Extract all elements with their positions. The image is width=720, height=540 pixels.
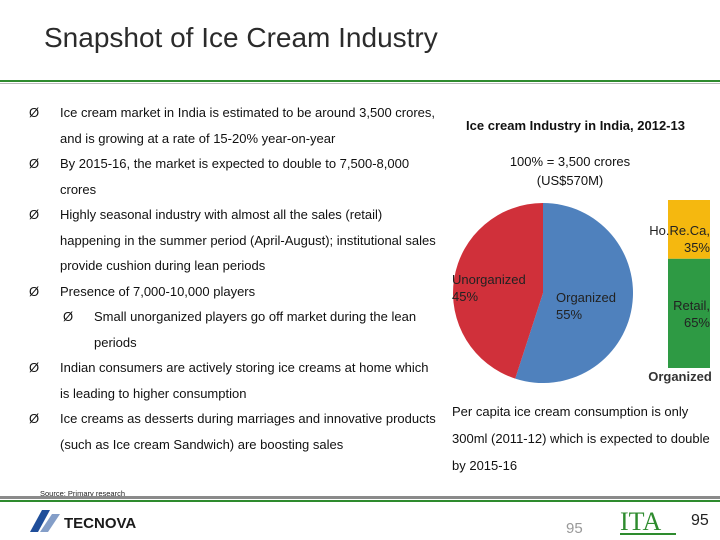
- slice-label-organized: Organized 55%: [556, 290, 616, 322]
- header-rule-thin: [0, 83, 720, 84]
- bullet-list: Ø Ice cream market in India is estimated …: [26, 100, 436, 457]
- chart-total-label: 100% = 3,500 crores (US$570M): [470, 152, 670, 190]
- header-rule: [0, 80, 720, 82]
- bullet-text: Ice creams as desserts during marriages …: [60, 411, 436, 452]
- bullet-marker-icon: Ø: [29, 360, 40, 375]
- bullet-marker-icon: Ø: [63, 309, 74, 324]
- breakdown-bar: [668, 200, 710, 368]
- bar-caption: Organized: [648, 369, 712, 384]
- bullet-marker-icon: Ø: [29, 283, 40, 299]
- bullet-text: Ice cream market in India is estimated t…: [60, 105, 436, 146]
- footer-rule-accent: [0, 500, 720, 502]
- bullet-item: Ø Indian consumers are actively storing i…: [26, 355, 436, 406]
- bullet-item: Ø By 2015-16, the market is expected to d…: [26, 151, 436, 202]
- chart-title: Ice cream Industry in India, 2012-13: [466, 118, 685, 133]
- page-number-faded: 95: [566, 520, 583, 537]
- ita-logo: ITA: [620, 507, 676, 536]
- bar-label-retail: Retail, 65%: [673, 298, 710, 330]
- bullet-item: Ø Highly seasonal industry with almost al…: [26, 202, 436, 279]
- bullet-marker-icon: Ø: [29, 207, 40, 222]
- bullet-text: Highly seasonal industry with almost all…: [60, 207, 436, 273]
- footer-rule: [0, 496, 720, 499]
- slice-label-unorganized: Unorganized 45%: [452, 272, 526, 304]
- source-note: Source: Primary research: [40, 489, 126, 498]
- per-capita-note: Per capita ice cream consumption is only…: [452, 404, 710, 473]
- bar-segment-horeca: [668, 200, 710, 259]
- chart-total-line-1: 100% = 3,500 crores: [509, 154, 631, 169]
- page-number: 95: [691, 512, 709, 529]
- bullet-item: Ø Presence of 7,000-10,000 players: [26, 279, 436, 305]
- bar-label-horeca: Ho.Re.Ca, 35%: [649, 223, 710, 255]
- slide-title: Snapshot of Ice Cream Industry: [44, 22, 438, 53]
- chart-total-line-2: (US$570M): [536, 173, 604, 188]
- bullet-marker-icon: Ø: [29, 105, 40, 120]
- bullet-text: By 2015-16, the market is expected to do…: [60, 156, 410, 197]
- bullet-text: Presence of 7,000-10,000 players: [60, 283, 256, 299]
- tecnova-logo-text: TECNOVA: [64, 515, 136, 532]
- bullet-marker-icon: Ø: [29, 156, 40, 171]
- bullet-text: Small unorganized players go off market …: [94, 309, 417, 350]
- ita-logo-text: ITA: [620, 507, 661, 536]
- bullet-item: Ø Ice cream market in India is estimated …: [26, 100, 436, 151]
- bullet-item: Ø Small unorganized players go off market…: [26, 304, 436, 355]
- tecnova-logo: TECNOVA: [30, 510, 136, 532]
- bar-segment-retail: [668, 258, 710, 368]
- bullet-item: Ø Ice creams as desserts during marriages…: [26, 406, 436, 457]
- bullet-text: Indian consumers are actively storing ic…: [60, 360, 429, 401]
- bullet-marker-icon: Ø: [29, 411, 40, 426]
- pie-slice-organized: [515, 203, 633, 383]
- pie-chart: [452, 203, 633, 383]
- pie-slice-unorganized: [452, 203, 543, 379]
